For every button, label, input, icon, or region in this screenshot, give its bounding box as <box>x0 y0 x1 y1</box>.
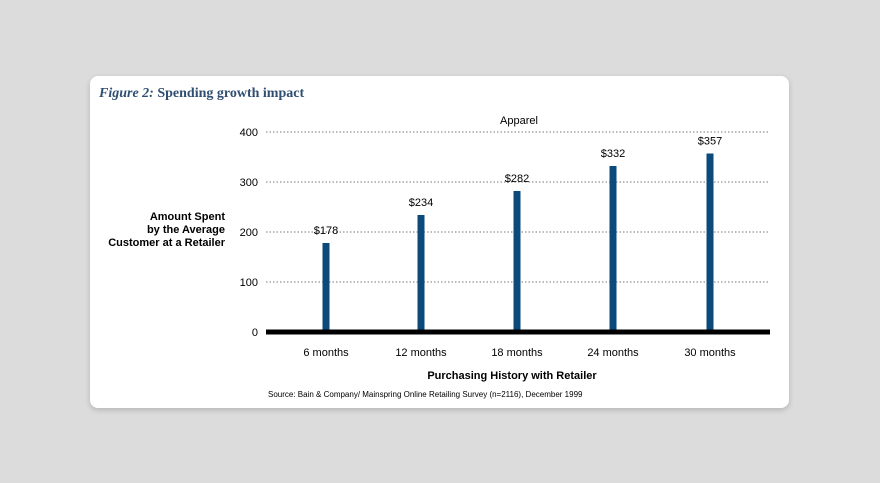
y-tick-label: 400 <box>240 127 258 139</box>
source-note: Source: Bain & Company/ Mainspring Onlin… <box>268 390 582 399</box>
y-tick-label: 300 <box>240 177 258 189</box>
figure-card: Figure 2: Spending growth impact Apparel… <box>90 76 789 408</box>
value-label: $178 <box>314 225 338 237</box>
bar <box>323 243 330 332</box>
y-axis-label-line: Customer at a Retailer <box>108 237 225 250</box>
y-axis-label-line: by the Average <box>108 224 225 237</box>
x-tick-label: 12 months <box>395 347 447 359</box>
bar <box>610 166 617 332</box>
x-tick-label: 24 months <box>587 347 639 359</box>
x-tick-label: 18 months <box>491 347 543 359</box>
value-label: $282 <box>505 173 529 185</box>
y-tick-label: 0 <box>252 327 258 339</box>
y-axis-label-line: Amount Spent <box>108 211 225 224</box>
x-axis-label: Purchasing History with Retailer <box>427 370 597 382</box>
y-tick-label: 200 <box>240 227 258 239</box>
x-tick-labels: 6 months 12 months 18 months 24 months 30 mo… <box>303 347 736 359</box>
value-label: $357 <box>698 136 722 148</box>
y-tick-labels: 0 100 200 300 400 <box>240 127 258 339</box>
bar <box>418 215 425 332</box>
bar <box>707 154 714 333</box>
x-tick-label: 6 months <box>303 347 349 359</box>
y-tick-label: 100 <box>240 277 258 289</box>
value-label: $234 <box>409 197 433 209</box>
bar <box>514 191 521 332</box>
value-label: $332 <box>601 148 625 160</box>
x-tick-label: 30 months <box>684 347 736 359</box>
chart-title: Apparel <box>500 115 538 127</box>
y-axis-label: Amount Spent by the Average Customer at … <box>108 211 225 250</box>
